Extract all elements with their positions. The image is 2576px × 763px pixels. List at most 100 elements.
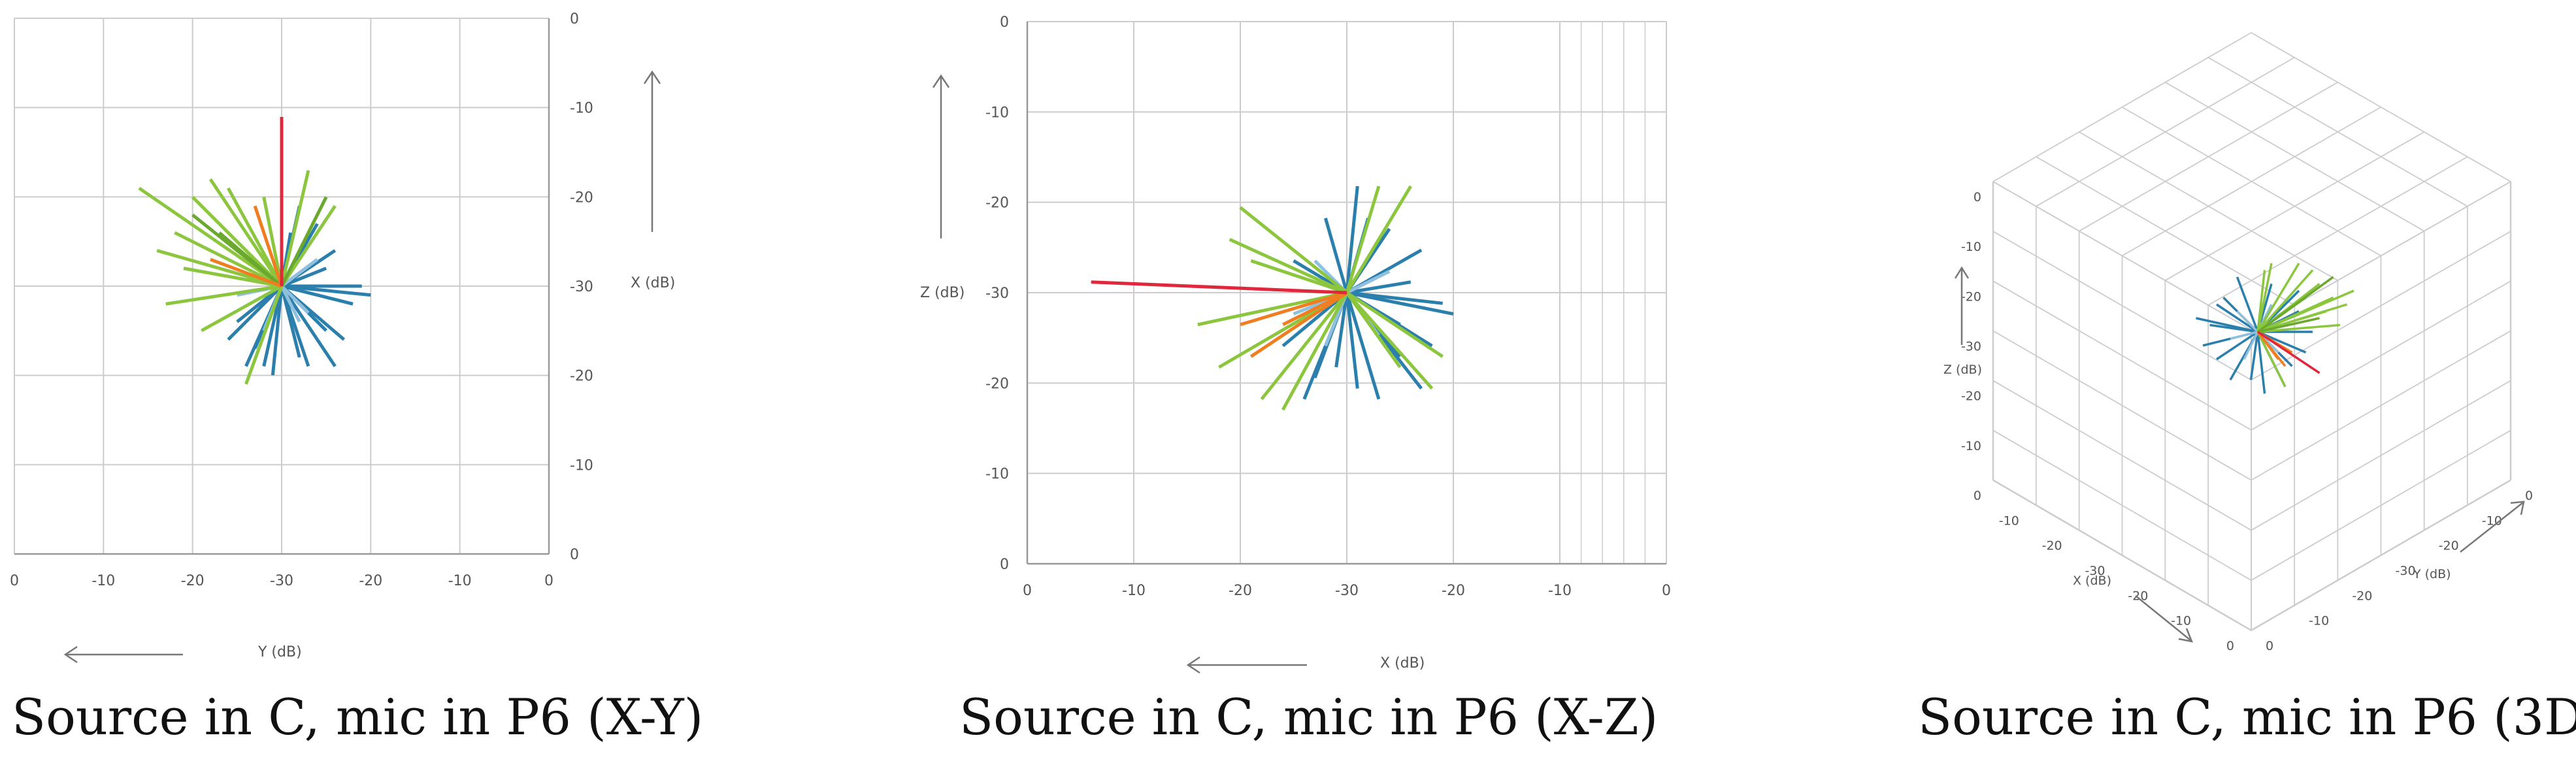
ray-dark_blue: [1346, 280, 1412, 295]
ray-green: [1239, 206, 1348, 294]
ray-light_blue: [2236, 310, 2259, 333]
chart-xz-horizontal-axis-label: X (dB): [1380, 655, 1425, 672]
y-tick-label: -20: [2352, 589, 2372, 603]
x-tick-label: 0: [1662, 583, 1671, 599]
chart-xy-horizontal-axis-label: Y (dB): [257, 644, 302, 660]
chart-3d-x-axis-label: X (dB): [2073, 574, 2111, 588]
ray-red: [1091, 280, 1347, 295]
ray-dark_green: [280, 196, 328, 287]
x-tick-label: -30: [1335, 583, 1359, 599]
y-tick-label: -10: [570, 101, 593, 117]
ray-red: [2257, 331, 2320, 374]
ray-green: [262, 197, 284, 287]
y-tick-label: -20: [570, 368, 593, 385]
ray-orange: [1240, 291, 1347, 327]
ray-green: [2256, 331, 2287, 387]
ray-orange: [1282, 291, 1348, 327]
chart-3d-z-axis-label: Z (dB): [1943, 363, 1982, 377]
caption-3d: Source in C, mic in P6 (3D): [1918, 688, 2576, 746]
ray-dark_blue: [2236, 276, 2259, 333]
ray-dark_blue: [281, 284, 354, 306]
ray-dark_blue: [1346, 291, 1454, 316]
grid-line: [1992, 479, 2252, 632]
caption-xz: Source in C, mic in P6 (X-Z): [959, 688, 1659, 746]
ray-dark_blue: [2216, 303, 2258, 333]
ray-green: [2257, 289, 2354, 333]
chart-xy: 0 -10 -20 -30 -20 -10 0 0 -10 -20 -30 -20 -10 0 X (dB…: [10, 11, 675, 664]
ray-dark_blue: [227, 285, 283, 341]
x-tick-label: -20: [1229, 583, 1252, 599]
chart-3d: 0 -10 -20 -30 -20 -10 0 -10 -20 -30 -20 -10 0 0 -10 -20…: [1943, 32, 2533, 653]
ray-dark_blue: [1323, 218, 1349, 293]
y-tick-label: 0: [570, 547, 579, 563]
chart-xz-vertical-axis-label: Z (dB): [920, 285, 965, 301]
ray-green: [280, 170, 310, 287]
chart-xz-rays: [1091, 185, 1454, 411]
ray-dark_blue: [1334, 292, 1349, 368]
ray-green: [1229, 238, 1348, 295]
y-tick-label: -30: [570, 279, 593, 295]
ray-dark_blue: [280, 285, 310, 367]
chart-3d-x-arrow: [2135, 595, 2194, 643]
ray-green: [183, 267, 282, 288]
ray-green: [2256, 263, 2300, 333]
x-tick-label: -30: [270, 573, 293, 589]
ray-dark_blue: [2249, 331, 2259, 380]
x-tick-label: -10: [91, 573, 115, 589]
ray-orange: [1249, 291, 1348, 358]
chart-3d-z-arrow: [1954, 266, 1970, 345]
chart-xz-ticks: 0 -10 -20 -30 -20 -10 00-10-20-30-20-100: [985, 14, 1671, 599]
ray-light_blue: [1346, 270, 1391, 295]
ray-green: [1345, 186, 1381, 293]
y-tick-label: -10: [985, 466, 1009, 483]
ray-green: [138, 186, 283, 288]
ray-green: [1346, 291, 1444, 358]
ray-dark_blue: [1345, 186, 1359, 293]
ray-dark_blue: [280, 285, 337, 368]
grid-line: [1992, 430, 2252, 581]
x-tick-label: -10: [1548, 583, 1572, 599]
chart-xy-horizontal-arrow: [63, 645, 183, 664]
ray-dark_blue: [1345, 292, 1359, 389]
x-tick-label: -20: [181, 573, 205, 589]
ray-light_blue: [280, 285, 301, 323]
ray-light_blue: [2243, 331, 2259, 360]
ray-green: [2256, 270, 2266, 333]
ray-dark_blue: [1345, 292, 1381, 400]
chart-3d-rays: [2196, 263, 2354, 394]
y-tick-label: 0: [1000, 557, 1009, 573]
x-tick-label: -20: [359, 573, 382, 589]
ray-dark_blue: [281, 284, 371, 297]
ray-green: [2256, 269, 2314, 333]
y-tick-label: 0: [2266, 639, 2273, 653]
ray-dark_green: [2256, 276, 2334, 333]
ray-orange: [253, 205, 284, 287]
ray-green: [201, 284, 283, 333]
y-tick-label: 0: [570, 11, 579, 27]
ray-dark_blue: [2196, 317, 2258, 333]
x-tick-label: 0: [1023, 583, 1032, 599]
ray-dark_blue: [2257, 331, 2307, 354]
z-tick-label: 0: [1973, 190, 1981, 204]
y-tick-label: -10: [2482, 513, 2502, 528]
ray-green: [165, 284, 282, 306]
x-tick-label: 0: [544, 573, 553, 589]
z-tick-label: -10: [1961, 439, 1981, 453]
ray-orange: [2256, 331, 2279, 361]
z-tick-label: -10: [1961, 240, 1981, 254]
x-tick-label: -20: [2042, 539, 2062, 553]
chart-3d-grid: [1992, 32, 2512, 632]
y-tick-label: -20: [2439, 539, 2459, 553]
chart-xz-vertical-arrow: [932, 74, 950, 238]
x-tick-label: -20: [2128, 589, 2148, 603]
ray-green: [1345, 185, 1412, 294]
x-tick-label: -10: [1999, 513, 2019, 528]
z-tick-label: -20: [1961, 289, 1981, 304]
x-tick-label: -10: [448, 573, 472, 589]
y-tick-label: -20: [570, 189, 593, 206]
x-tick-label: -10: [1122, 583, 1146, 599]
caption-xy: Source in C, mic in P6 (X-Y): [12, 688, 704, 746]
ray-green: [1197, 291, 1347, 327]
x-tick-label: 0: [2226, 639, 2234, 653]
